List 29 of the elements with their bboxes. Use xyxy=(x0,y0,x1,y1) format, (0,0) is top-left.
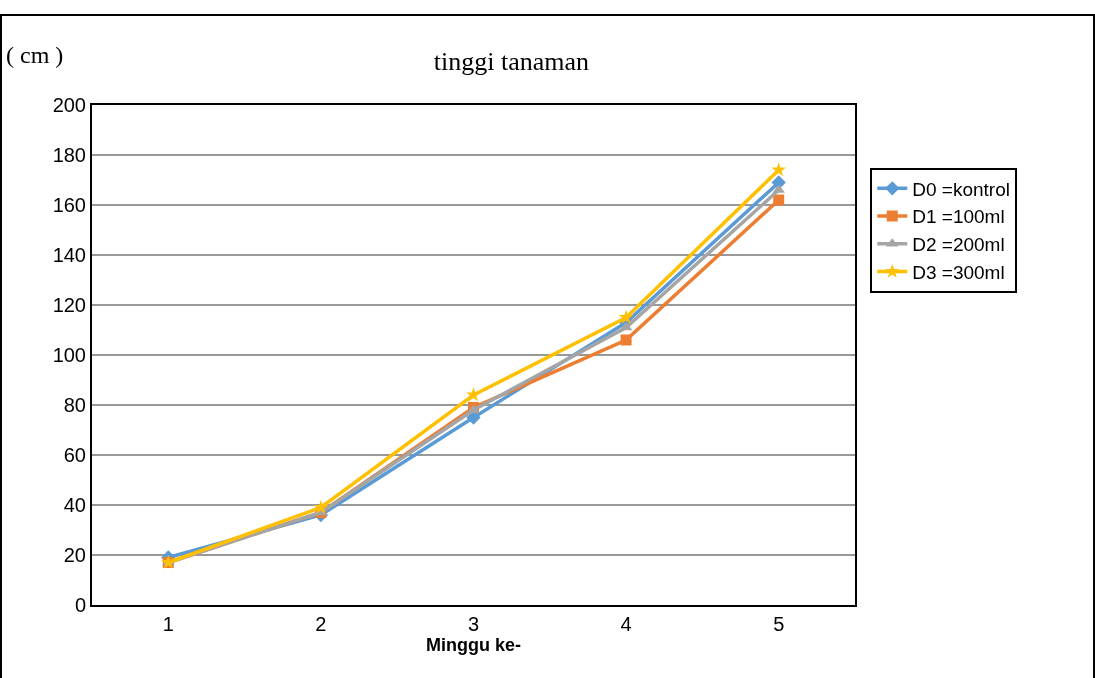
y-tick-label: 180 xyxy=(52,144,86,166)
y-tick-label: 100 xyxy=(52,344,86,366)
x-tick-label: 1 xyxy=(162,613,174,635)
legend-label: D2 =200ml xyxy=(912,234,1005,256)
chart-title: tinggi tanaman xyxy=(433,47,589,77)
y-axis-title: ( cm ) xyxy=(6,42,64,68)
point xyxy=(313,499,329,514)
point xyxy=(771,162,787,177)
legend-label: D0 =kontrol xyxy=(912,178,1010,200)
legend-label: D3 =300ml xyxy=(912,261,1005,283)
x-tick-label: 2 xyxy=(315,613,327,635)
x-tick-label: 5 xyxy=(773,613,785,635)
point xyxy=(466,387,481,402)
legend-label: D1 =100ml xyxy=(912,206,1005,228)
y-tick-label: 0 xyxy=(74,594,86,616)
point xyxy=(618,309,634,324)
point xyxy=(773,194,785,206)
y-tick-label: 40 xyxy=(63,494,86,516)
y-tick-label: 120 xyxy=(52,294,86,316)
y-tick-label: 200 xyxy=(52,94,86,116)
x-tick-label: 3 xyxy=(467,613,480,635)
y-tick-label: 60 xyxy=(63,444,86,466)
y-tick-label: 80 xyxy=(63,394,86,416)
y-tick-label: 160 xyxy=(52,194,86,216)
point xyxy=(620,334,632,346)
y-tick-label: 140 xyxy=(52,244,86,266)
x-axis-title: Minggu ke- xyxy=(426,635,521,655)
y-tick-label: 20 xyxy=(63,544,86,566)
x-tick-label: 4 xyxy=(620,613,632,635)
